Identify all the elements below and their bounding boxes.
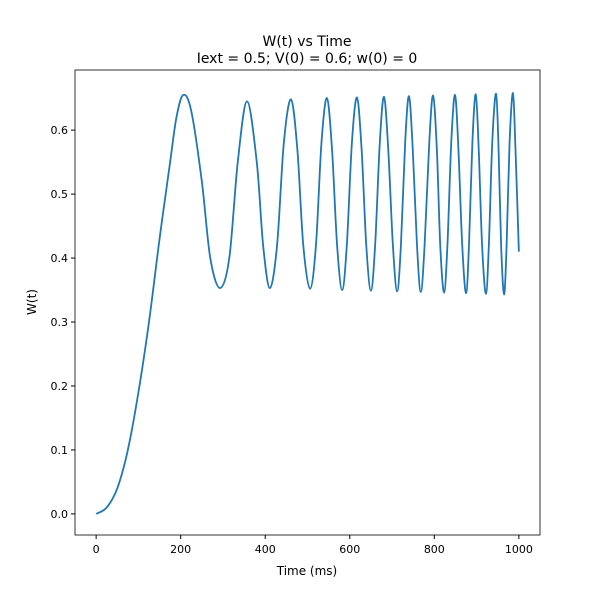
y-tick-label: 0.4 xyxy=(51,252,69,265)
chart-title: W(t) vs Time xyxy=(263,34,352,50)
x-tick-label: 400 xyxy=(255,543,276,556)
data-line xyxy=(95,92,520,515)
x-axis-label: Time (ms) xyxy=(276,564,338,578)
y-axis-label: W(t) xyxy=(25,289,39,315)
y-tick-label: 0.2 xyxy=(51,380,69,393)
y-tick-label: 0.1 xyxy=(51,444,69,457)
x-tick-label: 1000 xyxy=(505,543,533,556)
x-tick-label: 800 xyxy=(424,543,445,556)
x-tick-label: 0 xyxy=(93,543,100,556)
x-tick-label: 200 xyxy=(170,543,191,556)
y-tick-label: 0.0 xyxy=(51,508,69,521)
y-tick-label: 0.5 xyxy=(51,188,69,201)
y-tick-label: 0.3 xyxy=(51,316,69,329)
chart-subtitle: Iext = 0.5; V(0) = 0.6; w(0) = 0 xyxy=(197,51,418,67)
y-tick-label: 0.6 xyxy=(51,124,69,137)
plot-frame xyxy=(74,69,541,536)
x-tick-label: 600 xyxy=(339,543,360,556)
